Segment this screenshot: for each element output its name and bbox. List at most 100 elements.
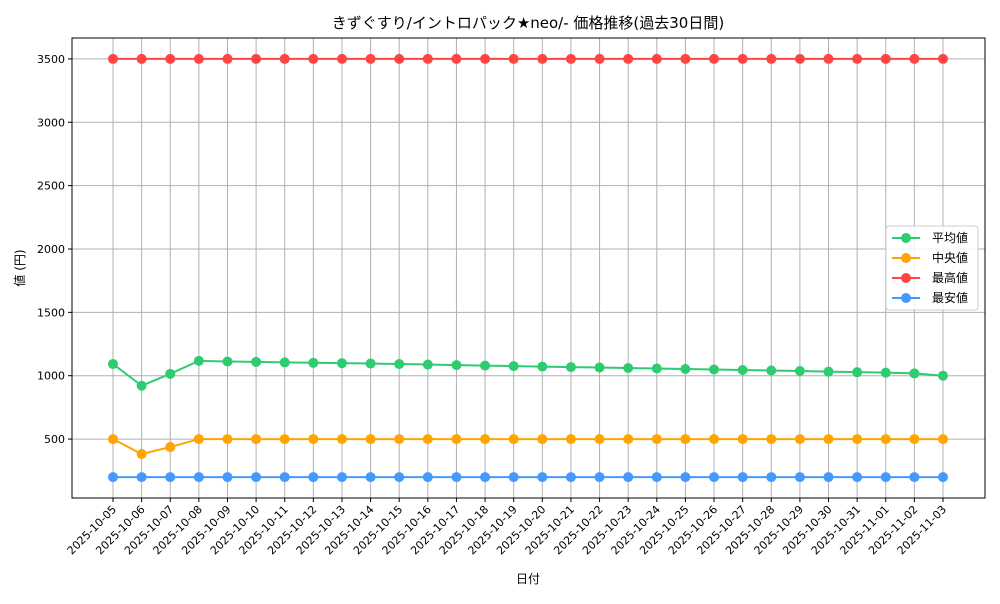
data-point	[852, 472, 863, 483]
data-point	[680, 434, 691, 445]
y-tick-label: 2500	[37, 180, 65, 193]
data-point	[938, 472, 948, 483]
data-point	[852, 53, 863, 64]
y-tick-label: 500	[44, 433, 65, 446]
data-point	[251, 53, 262, 64]
legend-item: 平均値	[892, 230, 968, 245]
data-point	[880, 53, 891, 64]
data-point	[365, 434, 376, 445]
data-point	[480, 53, 491, 64]
data-point	[422, 359, 433, 370]
data-point	[422, 434, 433, 445]
data-point	[165, 472, 176, 483]
data-point	[938, 370, 948, 381]
data-point	[108, 434, 118, 445]
data-point	[480, 360, 491, 371]
data-point	[537, 434, 548, 445]
legend-label: 最高値	[932, 270, 968, 285]
data-point	[193, 355, 204, 366]
data-point	[308, 472, 319, 483]
data-point	[108, 472, 118, 483]
legend-item: 最安値	[892, 290, 968, 305]
legend-label: 平均値	[932, 230, 968, 245]
data-point	[938, 434, 948, 445]
data-point	[565, 434, 576, 445]
data-point	[651, 53, 662, 64]
data-point	[165, 53, 176, 64]
data-point	[508, 53, 519, 64]
data-point	[165, 442, 176, 453]
data-point	[136, 449, 147, 460]
series-layer	[108, 53, 948, 483]
data-point	[279, 53, 290, 64]
data-point	[394, 472, 405, 483]
data-point	[909, 434, 920, 445]
data-point	[709, 364, 720, 375]
data-point	[136, 472, 147, 483]
data-point	[794, 472, 805, 483]
legend-item: 最高値	[892, 270, 968, 285]
data-point	[852, 367, 863, 378]
data-point	[279, 472, 290, 483]
y-axis: 500 1000 1500 2000 2500 3000 3500	[37, 53, 72, 446]
data-point	[766, 365, 777, 376]
data-point	[594, 472, 605, 483]
data-point	[651, 363, 662, 374]
data-point	[852, 434, 863, 445]
data-point	[680, 53, 691, 64]
data-point	[909, 472, 920, 483]
y-axis-label: 値 (円)	[12, 249, 27, 286]
data-point	[108, 359, 118, 370]
x-axis: 2025-10-052025-10-062025-10-072025-10-08…	[65, 498, 949, 557]
data-point	[508, 361, 519, 372]
data-point	[737, 434, 748, 445]
series-2	[108, 53, 948, 64]
data-point	[823, 434, 834, 445]
data-point	[480, 434, 491, 445]
data-point	[651, 472, 662, 483]
data-point	[880, 434, 891, 445]
data-point	[823, 472, 834, 483]
legend-marker-icon	[901, 253, 911, 263]
data-point	[623, 53, 634, 64]
data-point	[537, 53, 548, 64]
data-point	[766, 472, 777, 483]
plot-area-frame	[71, 37, 986, 499]
data-point	[680, 472, 691, 483]
legend-label: 中央値	[932, 250, 968, 265]
data-point	[336, 434, 347, 445]
data-point	[451, 472, 462, 483]
data-point	[308, 434, 319, 445]
data-point	[623, 472, 634, 483]
y-tick-label: 2000	[37, 243, 65, 256]
data-point	[480, 472, 491, 483]
data-point	[909, 368, 920, 379]
data-point	[451, 53, 462, 64]
data-point	[222, 472, 233, 483]
legend-box	[885, 225, 979, 311]
data-point	[565, 362, 576, 373]
data-point	[365, 472, 376, 483]
data-point	[794, 53, 805, 64]
data-point	[108, 53, 118, 64]
data-point	[709, 53, 720, 64]
data-point	[823, 53, 834, 64]
y-tick-label: 3500	[37, 53, 65, 66]
data-point	[623, 362, 634, 373]
data-point	[222, 434, 233, 445]
data-point	[251, 472, 262, 483]
data-point	[165, 368, 176, 379]
series-0	[108, 355, 948, 391]
data-point	[222, 356, 233, 367]
data-point	[651, 434, 662, 445]
series-line	[112, 359, 944, 387]
data-point	[422, 53, 433, 64]
legend-item: 中央値	[892, 250, 968, 265]
data-point	[394, 359, 405, 370]
series-3	[108, 472, 948, 483]
legend-marker-icon	[901, 233, 911, 243]
data-point	[365, 358, 376, 369]
data-point	[565, 53, 576, 64]
data-point	[909, 53, 920, 64]
